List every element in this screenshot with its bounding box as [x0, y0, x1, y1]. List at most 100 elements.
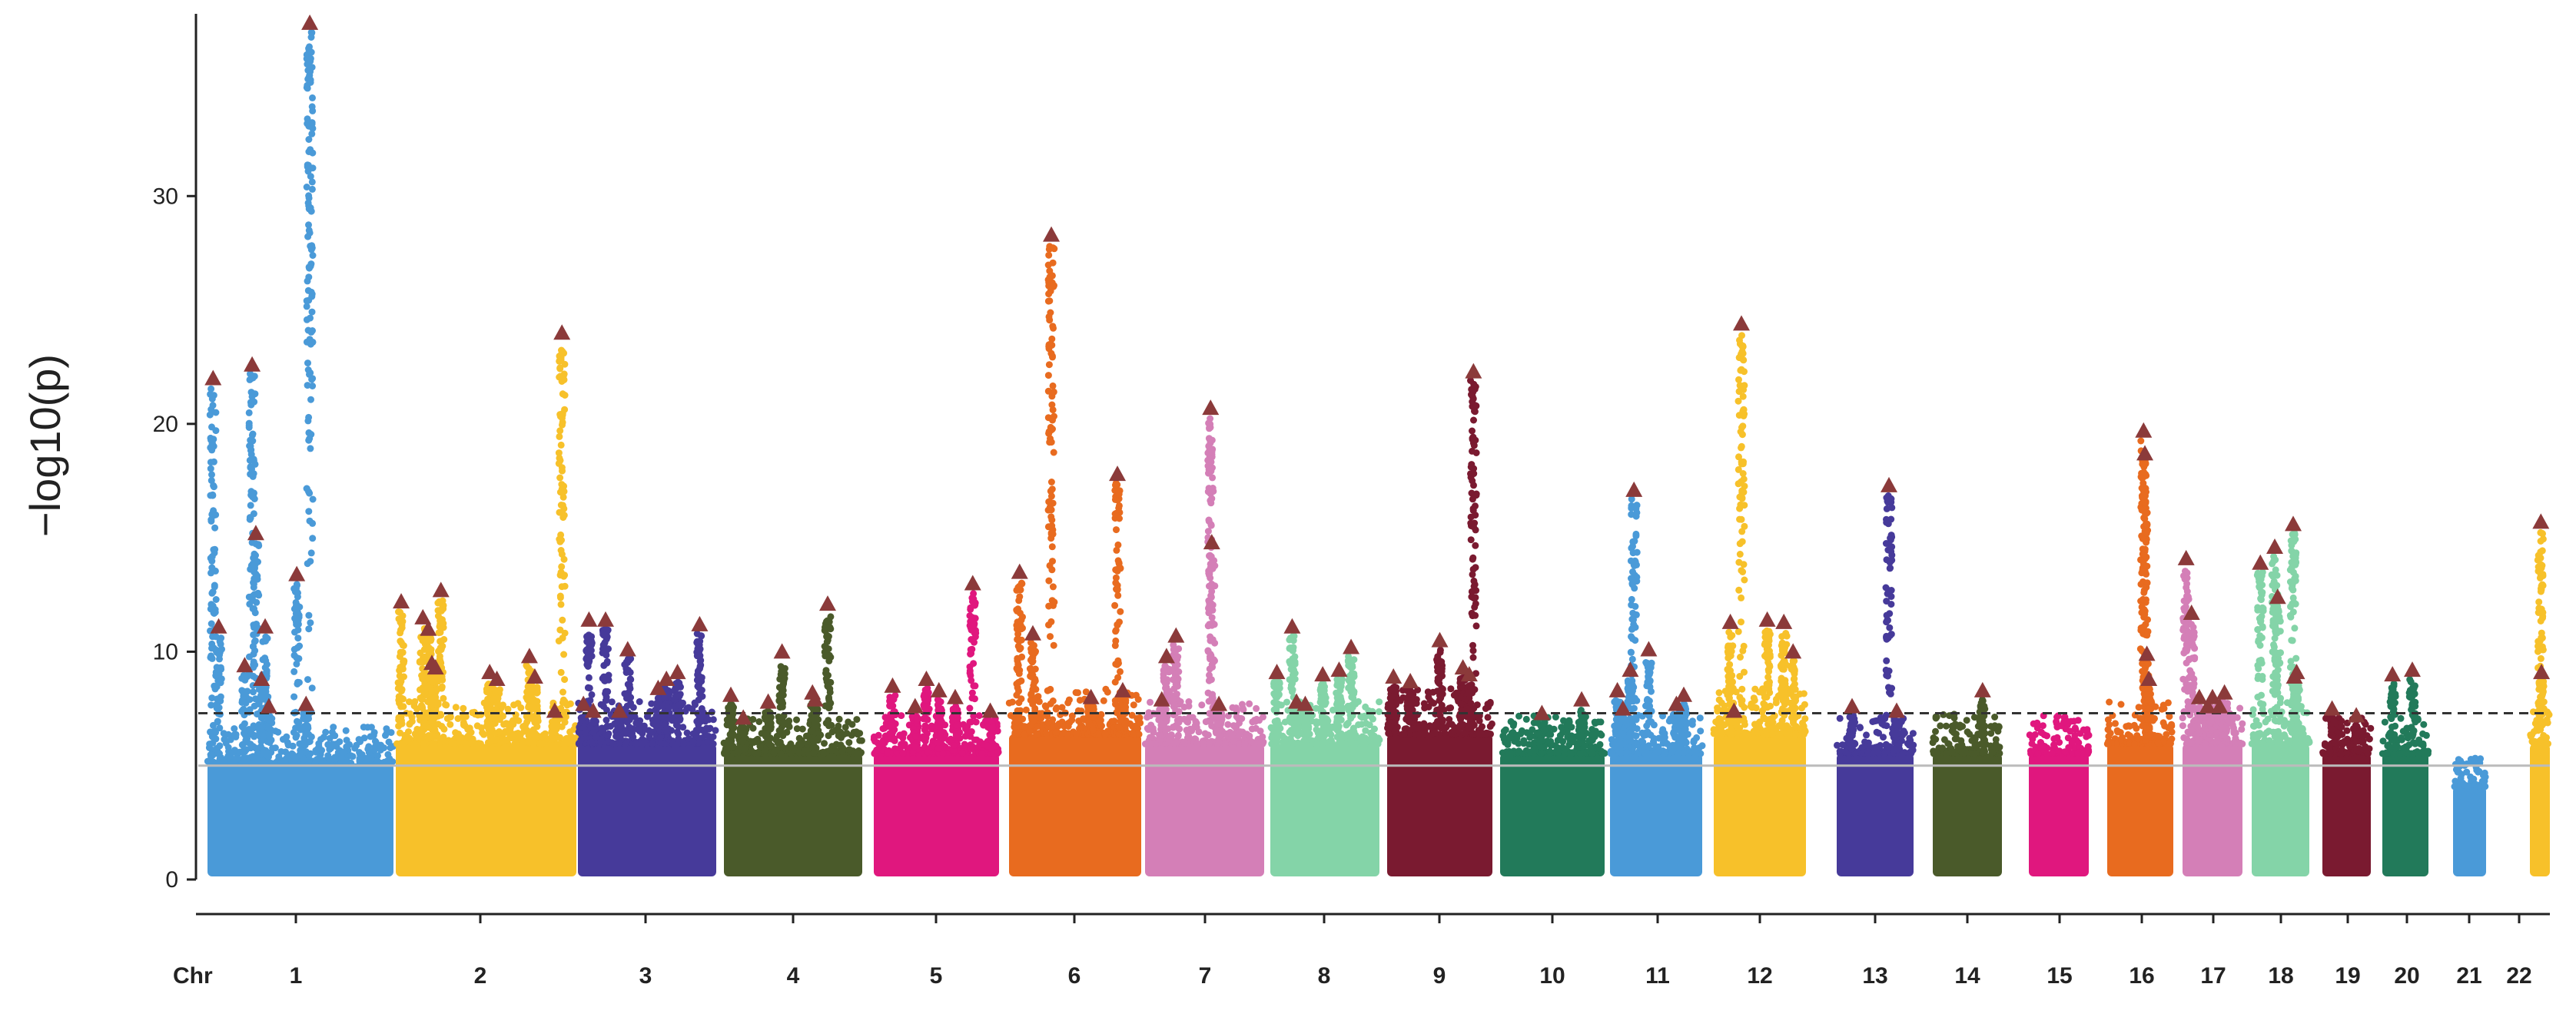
- snp-point: [1376, 698, 1383, 706]
- snp-point: [1045, 361, 1053, 369]
- snp-point: [312, 747, 320, 754]
- snp-point: [1163, 686, 1170, 694]
- snp-point: [412, 740, 419, 747]
- snp-point: [307, 396, 314, 403]
- snp-point: [583, 633, 591, 641]
- snp-point: [835, 732, 842, 740]
- snp-point: [1013, 606, 1021, 614]
- snp-point: [245, 409, 253, 416]
- snp-point: [886, 694, 894, 701]
- snp-point: [1121, 721, 1129, 728]
- snp-point: [264, 749, 271, 757]
- snp-point: [1272, 724, 1280, 731]
- snp-point: [275, 753, 283, 760]
- snp-point: [1344, 719, 1352, 727]
- snp-point: [705, 733, 712, 740]
- chromosome-5-band: [874, 754, 999, 876]
- snp-point: [420, 740, 427, 747]
- snp-point: [284, 741, 292, 749]
- snp-point: [305, 611, 313, 619]
- snp-point: [308, 103, 316, 111]
- snp-point: [1147, 698, 1154, 706]
- snp-point: [914, 716, 921, 724]
- chromosome-2-points: [393, 346, 580, 876]
- snp-point: [427, 634, 434, 642]
- snp-point: [250, 664, 257, 671]
- snp-point: [558, 485, 566, 492]
- snp-point: [920, 692, 928, 700]
- snp-point: [530, 730, 538, 738]
- snp-point: [824, 618, 832, 624]
- snp-point: [1112, 482, 1119, 489]
- snp-point: [730, 731, 738, 738]
- snp-point: [971, 736, 978, 744]
- snp-point: [406, 720, 413, 727]
- snp-point: [1165, 737, 1173, 744]
- snp-point: [307, 246, 315, 253]
- snp-point: [560, 370, 568, 378]
- snp-point: [585, 658, 593, 666]
- snp-point: [1089, 726, 1097, 734]
- snp-point: [487, 728, 495, 736]
- chromosome-8-band: [1270, 744, 1379, 876]
- snp-point: [340, 749, 347, 756]
- snp-point: [1294, 739, 1302, 747]
- snp-point: [1115, 490, 1123, 498]
- snp-point: [624, 658, 632, 666]
- snp-point: [417, 649, 424, 657]
- snp-point: [405, 728, 412, 736]
- snp-point: [304, 359, 311, 367]
- snp-point: [239, 724, 247, 731]
- snp-point: [1193, 724, 1200, 731]
- snp-point: [622, 669, 630, 676]
- snp-point: [225, 747, 232, 755]
- snp-point: [525, 669, 533, 677]
- snp-point: [652, 712, 660, 720]
- snp-point: [1031, 641, 1037, 649]
- snp-point: [1048, 353, 1056, 360]
- snp-point: [1026, 727, 1034, 735]
- snp-point: [1018, 653, 1026, 661]
- snp-point: [400, 695, 407, 703]
- snp-point: [306, 489, 314, 497]
- snp-point: [396, 653, 403, 661]
- snp-point: [557, 547, 565, 554]
- snp-point: [398, 686, 406, 694]
- snp-point: [452, 704, 460, 711]
- snp-point: [858, 737, 865, 744]
- snp-point: [251, 495, 258, 502]
- snp-point: [514, 700, 522, 707]
- snp-point: [646, 733, 653, 740]
- snp-point: [396, 672, 403, 680]
- snp-point: [483, 685, 490, 693]
- snp-point: [1104, 688, 1111, 696]
- snp-point: [826, 747, 834, 754]
- snp-point: [1362, 703, 1369, 711]
- snp-point: [1362, 727, 1369, 734]
- snp-point: [293, 660, 300, 668]
- snp-point: [845, 739, 853, 747]
- snp-point: [709, 716, 717, 724]
- snp-point: [212, 409, 220, 416]
- snp-point: [1184, 718, 1192, 726]
- snp-point: [395, 722, 403, 730]
- snp-point: [1175, 707, 1183, 715]
- snp-point: [1035, 697, 1043, 705]
- snp-point: [820, 750, 828, 757]
- snp-point: [208, 440, 216, 448]
- chromosome-3-band: [578, 744, 716, 876]
- snp-point: [216, 655, 223, 663]
- snp-point: [934, 703, 942, 711]
- snp-point: [211, 524, 219, 532]
- snp-point: [1113, 546, 1120, 554]
- snp-point: [755, 718, 763, 725]
- snp-point: [309, 252, 317, 259]
- snp-point: [797, 740, 805, 748]
- snp-point: [1101, 730, 1109, 737]
- snp-point: [207, 555, 214, 562]
- snp-point: [1207, 553, 1214, 561]
- snp-point: [1048, 543, 1056, 551]
- snp-point: [632, 719, 640, 727]
- snp-point: [435, 629, 443, 637]
- snp-point: [778, 701, 786, 709]
